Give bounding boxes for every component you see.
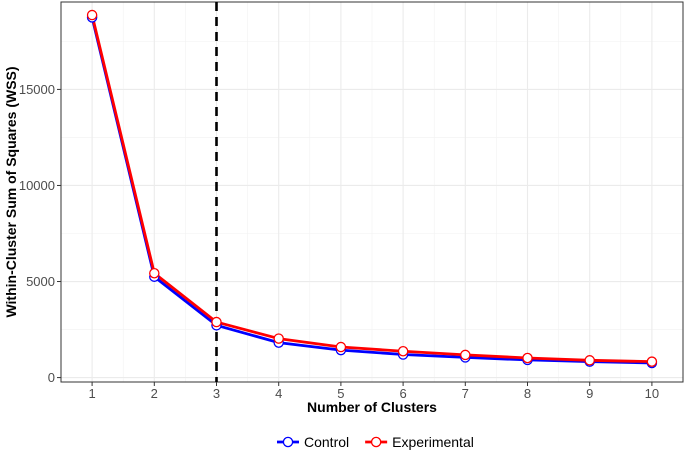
x-tick-label: 10 (645, 386, 659, 401)
legend: Control Experimental (277, 434, 474, 450)
x-tick-label: 3 (213, 386, 220, 401)
x-tick-label: 9 (586, 386, 593, 401)
x-axis-ticks: 1 2 3 4 5 6 7 8 9 10 (88, 382, 659, 401)
plot-border (60, 1, 684, 383)
legend-label: Experimental (392, 434, 474, 450)
x-tick-label: 5 (337, 386, 344, 401)
y-tick-label: 15000 (19, 82, 55, 97)
data-point-experimental (397, 346, 409, 357)
x-tick-label: 2 (151, 386, 158, 401)
series-points (86, 9, 658, 369)
data-point-experimental (522, 352, 533, 364)
y-axis-ticks: 0 5000 10000 15000 (19, 82, 61, 385)
data-point-experimental (584, 355, 595, 366)
x-tick-label: 4 (275, 386, 282, 401)
legend-item-control: Control (277, 434, 349, 450)
data-point-experimental (211, 316, 222, 328)
data-point-experimental (149, 268, 160, 279)
x-tick-label: 6 (399, 386, 406, 401)
data-point-experimental (86, 9, 98, 21)
x-tick-label: 8 (524, 386, 531, 401)
y-tick-label: 5000 (26, 274, 55, 289)
y-axis-title: Within-Cluster Sum of Squares (WSS) (3, 66, 19, 317)
series-line-control (90, 17, 652, 365)
data-point-experimental (273, 333, 284, 344)
legend-key-point (370, 436, 382, 448)
x-tick-label: 1 (88, 386, 95, 401)
data-point-experimental (335, 341, 347, 353)
y-tick-label: 0 (48, 370, 55, 385)
legend-label: Control (304, 434, 349, 450)
x-tick-label: 7 (462, 386, 469, 401)
series-lines (90, 14, 652, 365)
legend-item-experimental: Experimental (365, 434, 474, 450)
y-tick-label: 10000 (19, 178, 55, 193)
legend-key-point (282, 436, 294, 448)
data-point-experimental (646, 356, 658, 367)
data-point-experimental (460, 349, 471, 361)
x-axis-title: Number of Clusters (307, 399, 437, 415)
series-line-experimental (90, 14, 652, 364)
minor-gridlines (61, 2, 683, 382)
